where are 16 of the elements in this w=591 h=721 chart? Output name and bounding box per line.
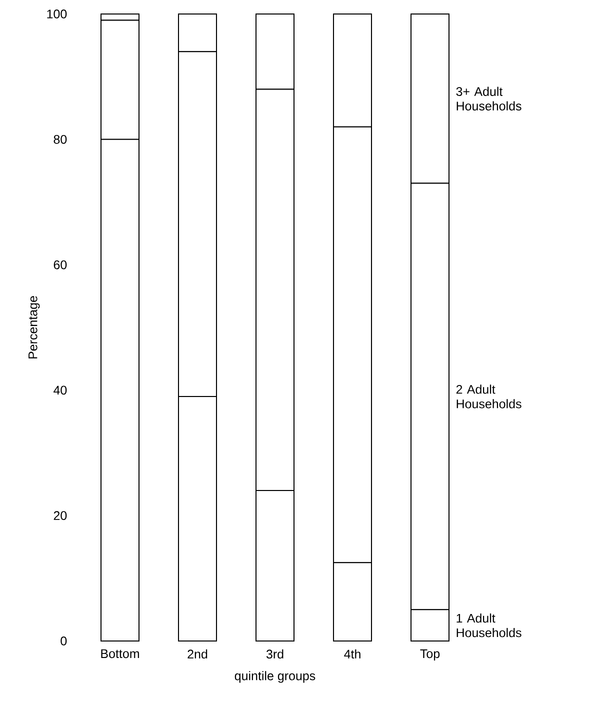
x-axis-title: quintile groups: [234, 671, 316, 683]
y-tick-label: 20: [54, 511, 67, 520]
y-tick-label: 0: [60, 636, 67, 646]
x-tick-label: 4th: [344, 649, 360, 659]
y-tick-label: 100: [47, 10, 67, 18]
series-label: 2 Adult Households: [456, 384, 522, 408]
x-tick-label: Bottom: [101, 649, 139, 658]
x-tick-label: Top: [420, 649, 440, 661]
y-tick-label: 60: [54, 260, 67, 270]
series-label: 1 Adult Households: [456, 613, 522, 638]
x-tick-label: 3rd: [266, 649, 284, 659]
y-axis-title: Percentage: [28, 296, 40, 358]
series-label: 3+ Adult Households: [456, 86, 522, 110]
y-tick-label: 80: [54, 134, 67, 144]
x-tick-label: 2nd: [188, 649, 208, 659]
y-tick-label: 40: [54, 386, 67, 395]
